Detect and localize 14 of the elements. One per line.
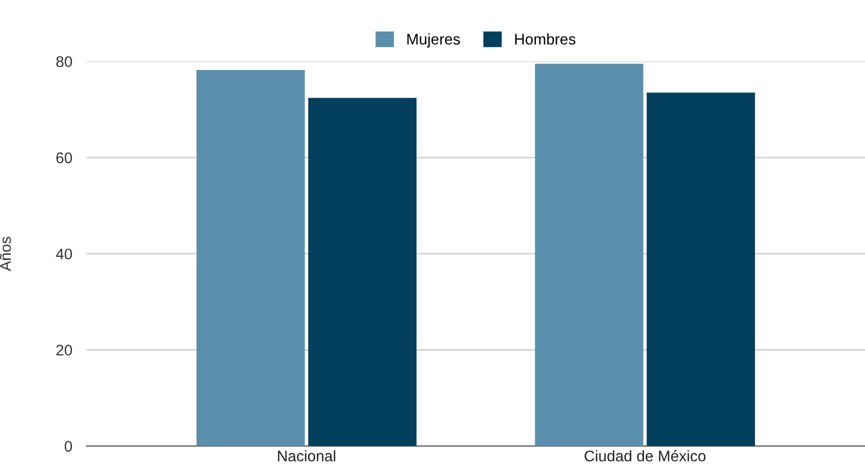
y-tick-label: 80 (56, 56, 72, 68)
legend-label: Mujeres (407, 33, 460, 48)
y-tick-label: 40 (56, 248, 72, 260)
bar (308, 98, 417, 446)
y-axis-title: Años (0, 236, 11, 272)
y-tick-label: 0 (64, 440, 72, 452)
x-tick-label: Nacional (278, 450, 336, 462)
y-tick-label: 60 (56, 152, 72, 164)
legend-label: Hombres (515, 33, 576, 45)
bar (646, 92, 755, 446)
y-tick-label: 20 (56, 344, 72, 356)
bar (196, 70, 305, 446)
bar (534, 64, 644, 446)
x-tick-label: Ciudad de México (584, 450, 706, 462)
